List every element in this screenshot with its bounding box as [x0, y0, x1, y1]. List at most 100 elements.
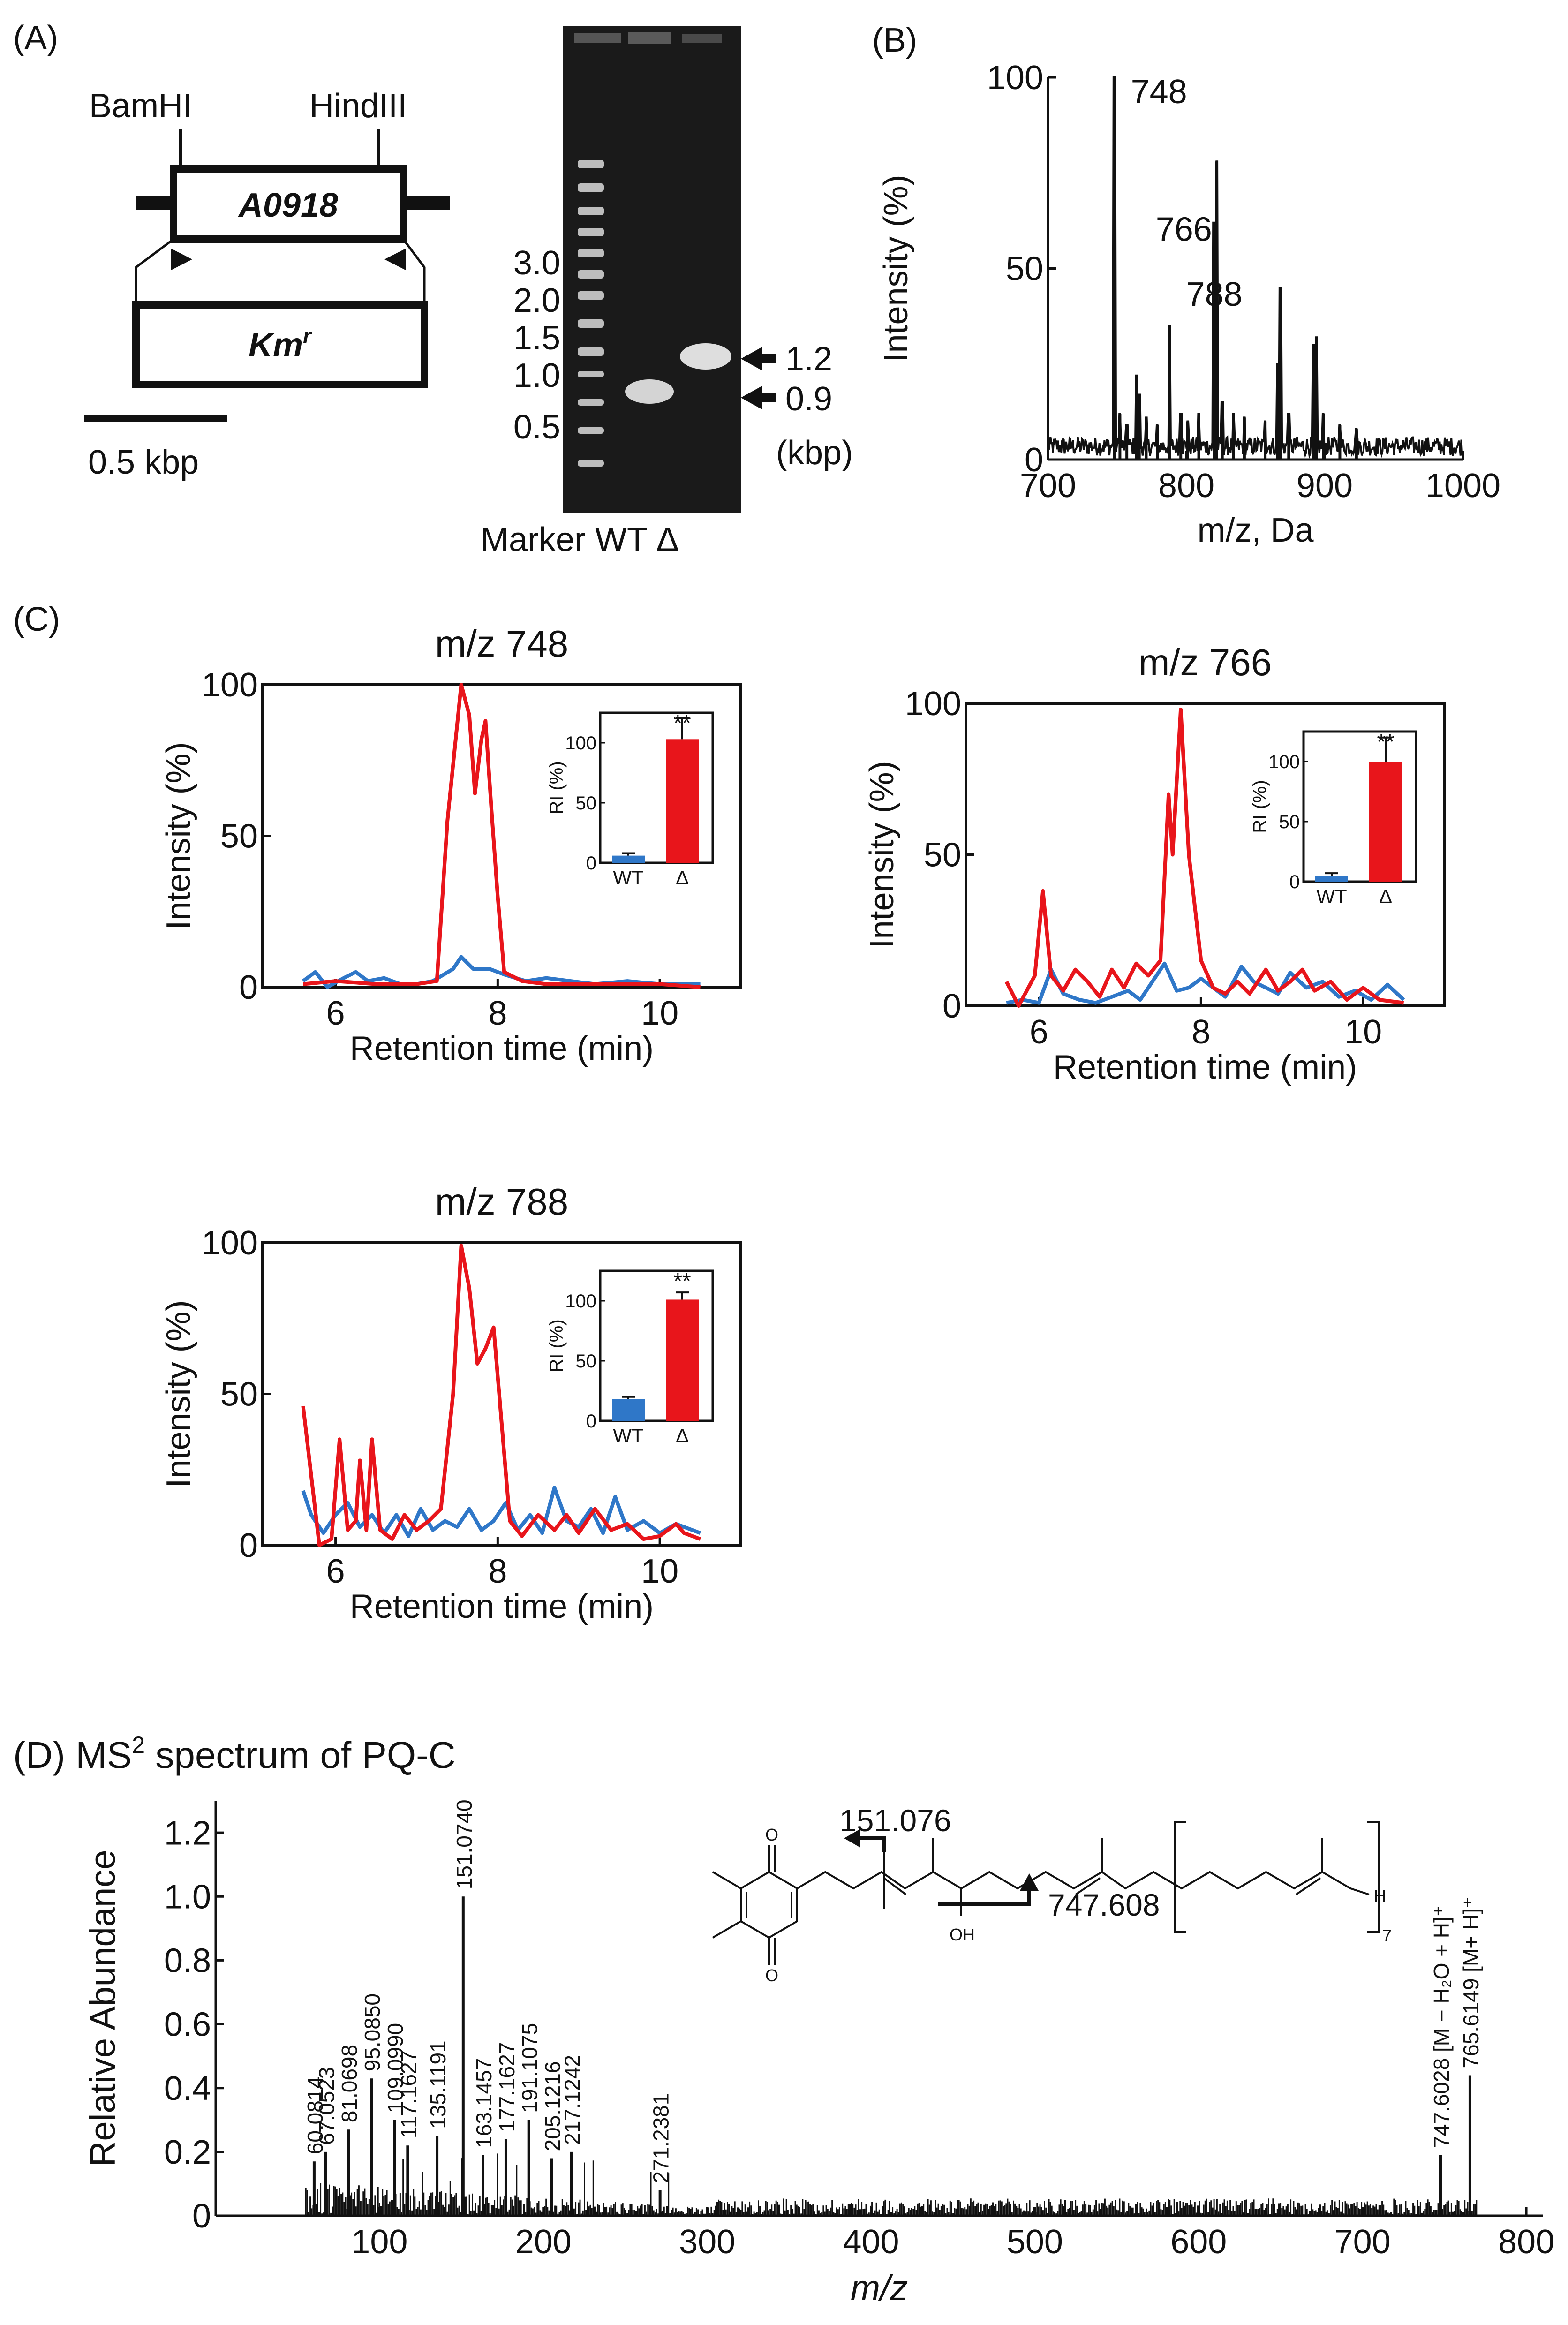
- series-deletion-line: [1004, 707, 1404, 1008]
- x-tick-label: 10: [641, 1553, 678, 1590]
- significance-label: **: [673, 1269, 691, 1294]
- cleave-arrow-1: [858, 1836, 886, 1852]
- gene-label: A0918: [238, 187, 338, 224]
- y-tick-label: 0.2: [164, 2134, 211, 2171]
- x-tick-label: 100: [351, 2223, 407, 2261]
- hindiii-label: HindIII: [309, 87, 407, 125]
- y-tick-label: 1.0: [164, 1878, 211, 1916]
- band-0-9-label: 0.9: [785, 380, 832, 418]
- flank-left: [136, 196, 173, 210]
- x-tick-label: 800: [1498, 2223, 1554, 2261]
- band-deletion: [680, 343, 731, 370]
- series-deletion-line: [301, 1244, 701, 1547]
- bracket-left: [1174, 1821, 1186, 1933]
- ladder-band: [578, 371, 604, 377]
- ladder-band: [578, 347, 604, 356]
- x-tick-label: 8: [1191, 1013, 1210, 1051]
- inset-y-tick-label: 100: [565, 1291, 596, 1312]
- inset-y-tick-label: 50: [576, 793, 597, 814]
- ms2-noise-bars: [305, 2153, 1478, 2216]
- oh-label: OH: [950, 1925, 975, 1944]
- panel-b-label: (B): [872, 22, 917, 59]
- ms2-peak-label: 109.0990: [383, 2023, 407, 2113]
- x-tick-label: 8: [488, 995, 507, 1032]
- quinone-ring: [740, 1871, 798, 1939]
- y-tick-label: 0: [942, 988, 961, 1025]
- replace-line-right: [402, 238, 426, 305]
- x-tick-label: 900: [1297, 467, 1353, 505]
- x-axis-label: m/z: [851, 2268, 908, 2308]
- band-wt: [625, 379, 674, 404]
- inset-bar-deletion: [1369, 762, 1402, 882]
- flank-right: [403, 196, 450, 210]
- ladder-band: [578, 460, 604, 467]
- ladder-band: [578, 291, 604, 300]
- y-tick-label: 0.6: [164, 2006, 211, 2044]
- ms2-peak-label: 67.0523: [314, 2067, 339, 2145]
- x-axis-label: m/z, Da: [1197, 512, 1314, 549]
- ladder-band: [578, 228, 604, 236]
- inset-y-label: RI (%): [546, 1319, 567, 1372]
- fragment-151-label: 151.076: [839, 1803, 951, 1838]
- h-label: H: [1374, 1886, 1386, 1905]
- x-tick-label: 700: [1334, 2223, 1391, 2261]
- kbp-label: (kbp): [776, 434, 853, 472]
- spectrum-noise: [1047, 76, 1463, 460]
- pq-c-structure: [712, 1821, 1380, 1965]
- chart-title: m/z 788: [435, 1181, 569, 1223]
- y-tick-label: 0: [239, 969, 258, 1006]
- inset-y-tick-label: 50: [576, 1351, 597, 1372]
- significance-label: **: [673, 711, 691, 736]
- y-tick-label: 50: [220, 1376, 258, 1413]
- ms2-peak-label: 765.6149 [M+ H]⁺: [1459, 1897, 1483, 2068]
- ladder-label: 2.0: [513, 282, 560, 319]
- ms2-peak-label: 117.1627: [396, 2050, 421, 2138]
- cleave-arrowhead-1: [844, 1829, 860, 1848]
- ms2-peak-label: 747.6028 [M − H₂O + H]⁺: [1429, 1905, 1454, 2148]
- replace-line-left: [135, 238, 174, 305]
- km-label: Kmr: [249, 324, 312, 364]
- inset-bar-wt: [612, 855, 645, 863]
- inset-y-tick-label: 0: [586, 853, 596, 874]
- cleave-arrow-2: [938, 1890, 1031, 1906]
- ladder-label: 1.0: [513, 357, 560, 394]
- x-tick-label: 6: [326, 995, 345, 1032]
- panel-a: (A) BamHI HindIII A0918 Kmr 0.5 kbp 3.02…: [13, 19, 853, 559]
- x-tick-label: 10: [1344, 1013, 1382, 1051]
- inset-x-label: Δ: [676, 867, 689, 889]
- ladder-band: [578, 207, 604, 215]
- ms2-peak-label: 177.1627: [495, 2042, 519, 2132]
- primer-arrow-right: [384, 249, 406, 270]
- ladder-band: [578, 160, 604, 168]
- repeat-label: 7: [1382, 1926, 1392, 1945]
- x-axis-label: Retention time (min): [350, 1030, 654, 1067]
- ms2-peak-label: 95.0850: [360, 1993, 384, 2071]
- inset-x-label: WT: [1316, 885, 1347, 907]
- isoprenoid-chain: [796, 1871, 1323, 1890]
- x-tick-label: 10: [641, 995, 678, 1032]
- ms2-peak-label: 163.1457: [472, 2058, 496, 2148]
- gel-image: [563, 26, 741, 513]
- peak-annotation: 788: [1186, 276, 1243, 313]
- x-tick-label: 700: [1020, 467, 1076, 505]
- x-tick-label: 6: [1030, 1013, 1048, 1051]
- x-axis-label: Retention time (min): [1053, 1049, 1357, 1086]
- ms2-peak-label: 151.0740: [452, 1799, 476, 1889]
- x-tick-label: 800: [1158, 467, 1214, 505]
- y-axis-label: Intensity (%): [863, 761, 901, 948]
- ms2-peak-label: 271.2381: [649, 2093, 673, 2183]
- chart-title: m/z 748: [435, 623, 569, 664]
- ladder-band: [578, 399, 604, 406]
- panel-a-label: (A): [13, 19, 58, 57]
- peak-annotation: 748: [1131, 73, 1187, 111]
- cleave-arrowhead-2: [1020, 1873, 1039, 1891]
- y-tick-label: 100: [202, 1224, 258, 1262]
- panel-d-title: (D) MS2 spectrum of PQ-C: [13, 1732, 455, 1776]
- km-box: [132, 301, 428, 388]
- ms2-peak-label: 135.1191: [426, 2040, 450, 2129]
- y-tick-label: 100: [987, 59, 1043, 97]
- inset-x-label: WT: [613, 1425, 643, 1447]
- y-axis-label: Intensity (%): [160, 742, 197, 929]
